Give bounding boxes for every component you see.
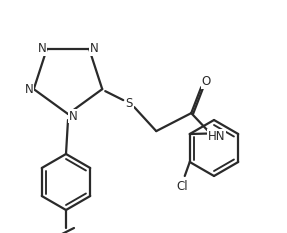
Text: O: O — [201, 75, 211, 88]
Text: S: S — [125, 97, 133, 110]
Text: N: N — [69, 110, 77, 123]
Text: HN: HN — [208, 130, 225, 143]
Text: N: N — [24, 83, 33, 96]
Text: N: N — [38, 42, 46, 55]
Text: N: N — [90, 42, 98, 55]
Text: Cl: Cl — [176, 179, 188, 192]
